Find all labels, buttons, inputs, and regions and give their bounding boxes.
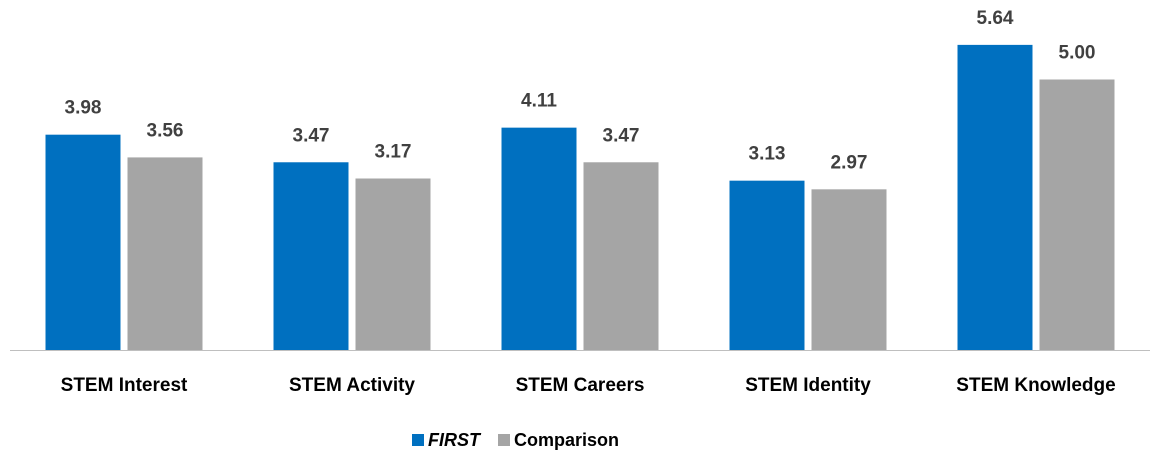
bar (957, 44, 1033, 350)
legend-swatch (498, 434, 510, 446)
legend-swatch (412, 434, 424, 446)
x-tick-label: STEM Activity (289, 375, 415, 396)
x-tick-label: STEM Knowledge (956, 375, 1115, 396)
x-tick-label: STEM Careers (516, 375, 645, 396)
bar (729, 180, 805, 350)
legend-label: Comparison (514, 430, 619, 450)
legend-label: FIRST (428, 430, 482, 450)
bar (273, 162, 349, 350)
x-tick-label: STEM Identity (745, 375, 871, 396)
data-label: 3.98 (65, 98, 102, 119)
bar (127, 157, 203, 350)
bar (811, 189, 887, 350)
data-label: 3.56 (147, 120, 184, 141)
data-label: 3.47 (603, 125, 640, 146)
data-label: 4.11 (521, 91, 557, 112)
data-label: 5.00 (1059, 43, 1096, 64)
x-tick-label: STEM Interest (61, 375, 188, 396)
data-label: 3.47 (293, 125, 330, 146)
bar (355, 178, 431, 350)
bar (583, 162, 659, 350)
bar (501, 127, 577, 350)
data-label: 5.64 (977, 8, 1014, 29)
bar (45, 134, 121, 350)
data-label: 3.17 (375, 142, 412, 163)
bar (1039, 79, 1115, 350)
data-label: 3.13 (749, 144, 786, 165)
data-label: 2.97 (831, 152, 868, 173)
